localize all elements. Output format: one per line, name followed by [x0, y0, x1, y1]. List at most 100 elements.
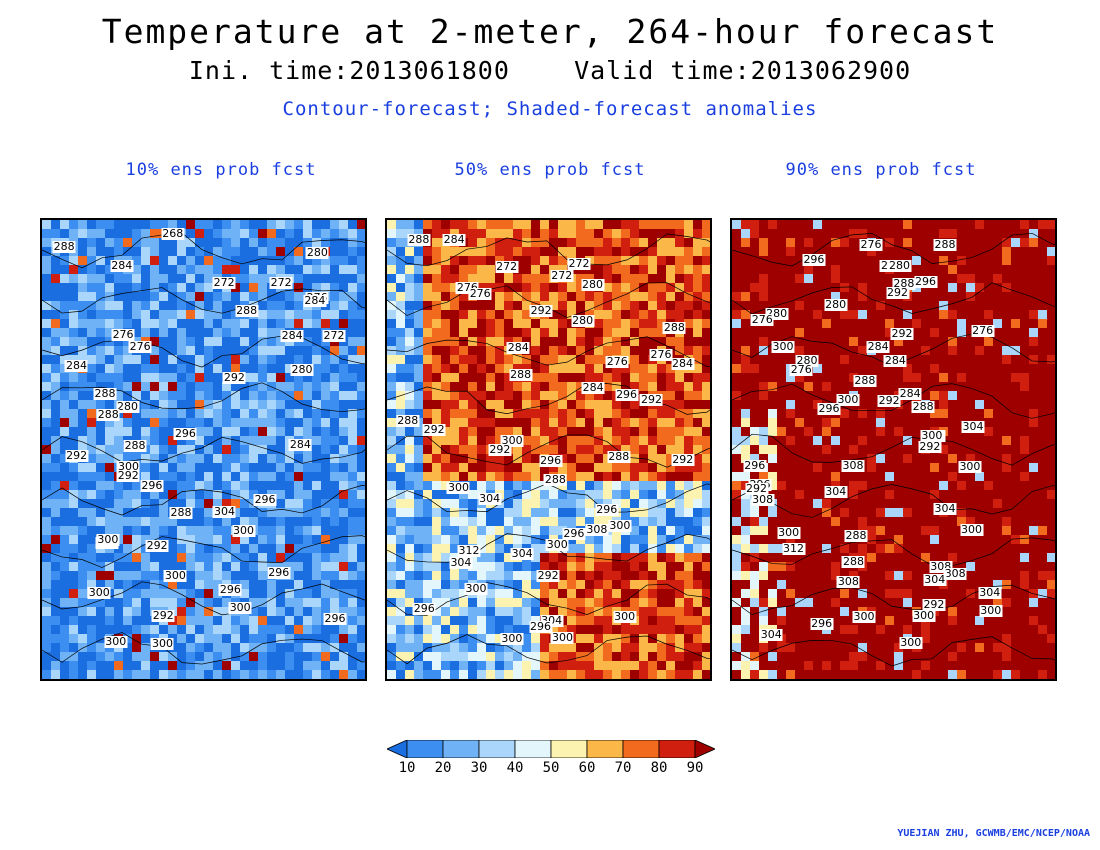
contour-label: 312 — [457, 543, 481, 557]
colorbar-high-arrow — [694, 740, 715, 758]
contour-label: 304 — [478, 492, 502, 506]
contour-label: 288 — [93, 387, 117, 401]
contour-label: 276 — [649, 347, 673, 361]
contour-label: 296 — [595, 502, 619, 516]
contour-label: 288 — [235, 304, 259, 318]
colorbar-swatch — [442, 740, 480, 758]
contour-label: 284 — [866, 340, 890, 354]
contour-label: 308 — [841, 458, 865, 472]
colorbar-swatch — [622, 740, 660, 758]
contour-label: 300 — [446, 480, 470, 494]
contour-label: 300 — [852, 609, 876, 623]
contour-label: 288 — [607, 449, 631, 463]
contour-label: 300 — [899, 636, 923, 650]
panel-title-50: 50% ens prob fcst — [454, 160, 646, 180]
contour-label: 292 — [65, 448, 89, 462]
contour-label: 276 — [859, 238, 883, 252]
contour-label: 276 — [789, 362, 813, 376]
contour-label: 300 — [958, 459, 982, 473]
contour-label: 304 — [923, 572, 947, 586]
contour-label: 280 — [116, 399, 139, 413]
contour-label: 280 — [888, 258, 912, 272]
contour-label: 288 — [933, 238, 957, 252]
colorbar-low-arrow — [387, 740, 408, 758]
contour-label: 300 — [545, 537, 569, 551]
contour-label: 288 — [911, 400, 935, 414]
colorbar-swatch — [550, 740, 588, 758]
colorbar-swatch — [406, 740, 444, 758]
contour-label: 292 — [671, 453, 695, 467]
contour-label: 296 — [173, 427, 197, 441]
contour-label: 296 — [914, 275, 937, 289]
credit-line: YUEJIAN ZHU, GCWMB/EMC/NCEP/NOAA — [897, 828, 1090, 839]
colorbar-tick-label: 60 — [578, 760, 596, 776]
contour-label: 304 — [449, 556, 473, 570]
contour-label: 288 — [543, 472, 567, 486]
contour-label: 296 — [323, 612, 347, 626]
figure-title: Temperature at 2-meter, 264-hour forecas… — [101, 12, 999, 51]
colorbar — [387, 740, 715, 758]
contour-label: 292 — [886, 286, 910, 300]
contour-label: 296 — [615, 387, 639, 401]
contour-label: 284 — [671, 356, 695, 370]
contour-label: 288 — [892, 276, 916, 290]
contour-label: 292 — [639, 393, 663, 407]
contour-label: 280 — [824, 297, 848, 311]
contour-label: 272 — [212, 275, 236, 289]
contour-label: 292 — [116, 469, 140, 483]
contour-label: 300 — [464, 581, 488, 595]
figure-caption: Contour-forecast; Shaded-forecast anomal… — [282, 98, 818, 120]
contour-label: 300 — [613, 609, 637, 623]
contour-label: 312 — [782, 542, 806, 556]
contour-label: 300 — [163, 569, 187, 583]
contour-label: 288 — [407, 232, 431, 246]
contour-label: 300 — [960, 523, 983, 537]
contour-label: 304 — [759, 628, 783, 642]
contour-label: 288 — [841, 554, 865, 568]
contour-label: 304 — [933, 501, 957, 515]
contour-label: 288 — [52, 239, 76, 253]
contour-label: 300 — [608, 518, 632, 532]
contour-label: 284 — [506, 340, 530, 354]
contour-label: 272 — [567, 256, 591, 270]
contour-label: 296 — [412, 601, 436, 615]
contour-label: 308 — [751, 492, 775, 506]
contour-label: 300 — [920, 428, 944, 442]
contour-label: 280 — [581, 278, 604, 292]
contour-label: 288 — [96, 408, 120, 422]
contour-label: 296 — [802, 252, 826, 266]
contour-label: 288 — [844, 529, 868, 543]
contour-label: 308 — [585, 522, 609, 536]
contour-label: 276 — [605, 354, 629, 368]
contour-label: 296 — [562, 526, 586, 540]
contour-label: 296 — [253, 493, 277, 507]
contour-label: 296 — [810, 617, 834, 631]
contour-label: 300 — [836, 392, 860, 406]
contour-label: 296 — [267, 566, 291, 580]
contour-label: 304 — [510, 546, 534, 560]
contour-label: 288 — [396, 414, 420, 428]
contour-label: 292 — [488, 442, 512, 456]
contour-label: 300 — [96, 532, 120, 546]
contour-label: 276 — [128, 339, 152, 353]
contour-label: 300 — [912, 609, 936, 623]
contour-label: 284 — [883, 354, 907, 368]
contour-label: 292 — [890, 327, 914, 341]
contour-label: 276 — [971, 323, 995, 337]
map-panel-90: 2882762962962802882922962802802762762923… — [730, 218, 1057, 681]
contour-label: 300 — [232, 524, 256, 538]
colorbar-swatch — [658, 740, 696, 758]
map-shading — [42, 220, 365, 679]
contour-label: 292 — [918, 439, 942, 453]
contour-label: 300 — [228, 601, 252, 615]
contour-label: 300 — [87, 585, 111, 599]
contour-label: 272 — [269, 276, 293, 290]
contour-label: 292 — [536, 568, 560, 582]
contour-label: 288 — [123, 438, 147, 452]
panel-title-90: 90% ens prob fcst — [785, 160, 977, 180]
colorbar-tick-label: 40 — [506, 760, 524, 776]
contour-label: 304 — [961, 420, 985, 434]
contour-label: 272 — [550, 268, 574, 282]
contour-label: 300 — [500, 632, 524, 646]
contour-label: 296 — [529, 620, 553, 634]
